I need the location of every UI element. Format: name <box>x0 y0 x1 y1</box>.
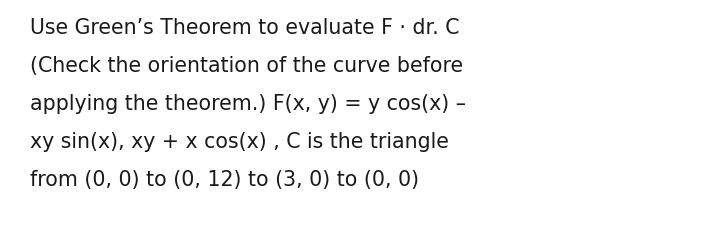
Text: xy sin(x), xy + x cos(x) , C is the triangle: xy sin(x), xy + x cos(x) , C is the tria… <box>30 132 449 152</box>
Text: (Check the orientation of the curve before: (Check the orientation of the curve befo… <box>30 56 463 76</box>
Text: from (0, 0) to (0, 12) to (3, 0) to (0, 0): from (0, 0) to (0, 12) to (3, 0) to (0, … <box>30 170 419 190</box>
Text: applying the theorem.) F(x, y) = y cos(x) –: applying the theorem.) F(x, y) = y cos(x… <box>30 94 466 114</box>
Text: Use Green’s Theorem to evaluate F · dr. C: Use Green’s Theorem to evaluate F · dr. … <box>30 18 459 38</box>
